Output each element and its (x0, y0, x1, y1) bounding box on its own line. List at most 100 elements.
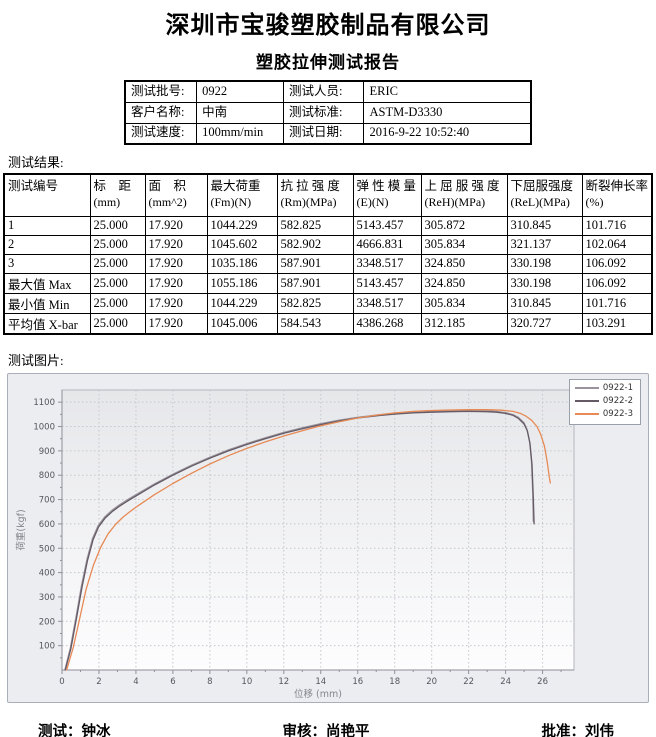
result-cell: 101.716 (581, 215, 653, 236)
approver-signature: 批准：刘伟 (541, 723, 615, 737)
x-tick-label: 22 (463, 677, 474, 687)
column-unit: (mm^2) (148, 195, 187, 210)
result-cell: 101.716 (581, 292, 653, 314)
column-unit: (Fm)(N) (210, 195, 252, 210)
info-row: 测试批号: 0922 测试人员: ERIC (124, 80, 532, 103)
result-cell: 321.137 (506, 234, 583, 255)
column-unit: (mm) (93, 195, 121, 210)
column-header: 测试编号 (3, 173, 91, 217)
y-tick-label: 900 (39, 446, 55, 456)
column-name: 弹 性 模 量 (356, 179, 416, 193)
column-name: 最大荷重 (210, 179, 261, 193)
x-tick-label: 14 (315, 677, 326, 687)
result-cell: 平均值 X-bar (3, 312, 91, 334)
series-curve-0922-1 (64, 409, 534, 671)
info-value: ERIC (363, 80, 532, 103)
table-row: 1 25.000 17.920 1044.229 582.825 5143.457 305.… (3, 215, 653, 236)
info-value: 2016-9-22 10:52:40 (363, 122, 532, 145)
result-cell: 582.902 (276, 234, 354, 255)
result-cell: 587.901 (276, 272, 354, 294)
y-axis-title: 荷重(kgf) (15, 509, 27, 550)
result-cell: 1045.006 (206, 312, 278, 334)
legend-line-swatch (574, 400, 599, 402)
column-unit: (ReL)(MPa) (510, 195, 570, 210)
result-cell: 310.845 (506, 292, 583, 314)
series-curve-0922-2 (64, 410, 535, 671)
column-name: 测试编号 (8, 179, 59, 193)
result-cell: 最大值 Max (3, 272, 91, 294)
column-name: 抗 拉 强 度 (280, 179, 340, 193)
report-title: 塑胶拉伸测试报告 (256, 53, 400, 72)
y-tick-label: 200 (39, 617, 55, 627)
x-tick-label: 8 (207, 677, 212, 687)
x-tick-label: 6 (170, 677, 175, 687)
result-cell: 324.850 (420, 253, 508, 274)
info-label: 测试批号: (124, 80, 198, 103)
result-cell: 3 (3, 253, 91, 274)
result-cell: 106.092 (581, 253, 653, 274)
result-cell: 2 (3, 234, 91, 255)
y-tick-label: 300 (39, 592, 55, 602)
chart-container: 100 200 300 400 500 600 700 800 900 1000 1100 0 2 4 6 8… (7, 372, 649, 703)
legend-label: 0922-1 (602, 383, 633, 393)
x-tick-label: 26 (537, 677, 548, 687)
y-tick-label: 1100 (33, 398, 55, 408)
result-cell: 最小值 Min (3, 292, 91, 314)
result-cell: 320.727 (506, 312, 583, 334)
series-curve-0922-3 (65, 408, 551, 671)
info-value: 中南 (196, 101, 284, 124)
signature-footer: 测试：钟冰 审核：尚艳平 批准：刘伟 (0, 720, 656, 737)
column-header: 标 距 (mm) (89, 173, 146, 217)
x-tick-label: 2 (96, 677, 101, 687)
column-header: 最大荷重 (Fm)(N) (206, 173, 278, 217)
table-row: 最小值 Min 25.000 17.920 1044.229 582.825 3348.5… (3, 292, 653, 314)
result-cell: 103.291 (581, 312, 653, 334)
result-cell: 324.850 (420, 272, 508, 294)
x-axis-title: 位移 (mm) (294, 688, 342, 700)
result-cell: 1044.229 (206, 215, 278, 236)
x-tick-label: 10 (241, 677, 252, 687)
result-cell: 305.834 (420, 234, 508, 255)
reviewer-signature: 审核：尚艳平 (282, 723, 370, 737)
table-row: 最大值 Max 25.000 17.920 1055.186 587.901 5143.4… (3, 272, 653, 294)
result-cell: 587.901 (276, 253, 354, 274)
result-cell: 584.543 (276, 312, 354, 334)
result-cell: 17.920 (144, 312, 208, 334)
table-row: 平均值 X-bar 25.000 17.920 1045.006 584.543 4386… (3, 312, 653, 334)
plot-area (61, 389, 575, 670)
column-unit: (ReH)(MPa) (424, 195, 486, 210)
info-value: 100mm/min (196, 122, 284, 145)
table-row: 3 25.000 17.920 1035.186 587.901 3348.517 324.… (3, 253, 653, 274)
results-table: 测试编号 标 距 (mm) 面 积 (mm^2) 最大荷重 (Fm)(N) 抗 拉 强 度 (R… (3, 173, 653, 335)
result-cell: 305.872 (420, 215, 508, 236)
legend-label: 0922-2 (602, 396, 633, 406)
info-value: ASTM-D3330 (363, 101, 532, 124)
column-header: 抗 拉 强 度 (Rm)(MPa) (276, 173, 354, 217)
result-cell: 330.198 (506, 272, 583, 294)
result-cell: 1044.229 (206, 292, 278, 314)
y-tick-label: 400 (39, 568, 55, 578)
column-name: 标 距 (93, 179, 132, 193)
info-row: 客户名称: 中南 测试标准: ASTM-D3330 (124, 101, 532, 124)
test-info-table: 测试批号: 0922 测试人员: ERIC 客户名称: 中南 测试标准: ASTM-D3330… (124, 80, 532, 145)
result-cell: 4386.268 (352, 312, 422, 334)
legend-line-swatch (574, 387, 599, 389)
table-row: 2 25.000 17.920 1045.602 582.902 4666.831 305.… (3, 234, 653, 255)
y-tick-label: 500 (39, 544, 55, 554)
result-cell: 3348.517 (352, 253, 422, 274)
tester-signature: 测试：钟冰 (38, 723, 111, 737)
result-cell: 102.064 (581, 234, 653, 255)
result-cell: 17.920 (144, 234, 208, 255)
column-name: 上 屈 服 强 度 (424, 179, 500, 193)
result-cell: 582.825 (276, 215, 354, 236)
y-tick-label: 800 (39, 471, 55, 481)
x-tick-label: 12 (278, 677, 289, 687)
legend-item: 0922-1 (574, 382, 633, 395)
info-value: 0922 (196, 80, 284, 103)
result-cell: 4666.831 (352, 234, 422, 255)
result-cell: 1055.186 (206, 272, 278, 294)
legend-item: 0922-2 (574, 395, 633, 408)
column-unit: (%) (585, 195, 604, 210)
